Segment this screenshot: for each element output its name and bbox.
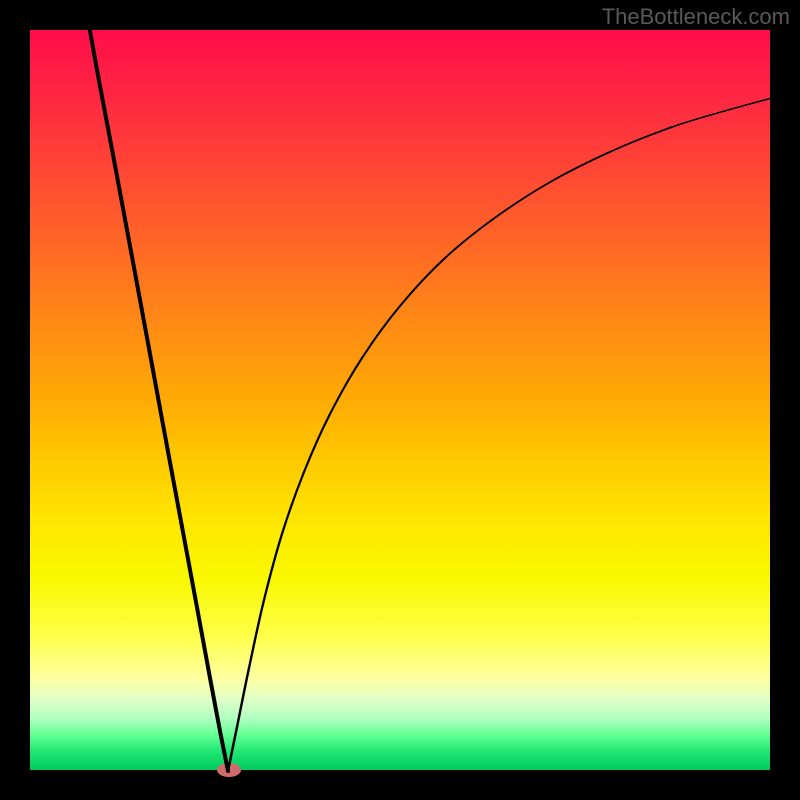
chart-svg (0, 0, 800, 800)
bottleneck-chart: TheBottleneck.com (0, 0, 800, 800)
watermark-text: TheBottleneck.com (602, 4, 790, 30)
chart-plot-area (30, 30, 770, 770)
